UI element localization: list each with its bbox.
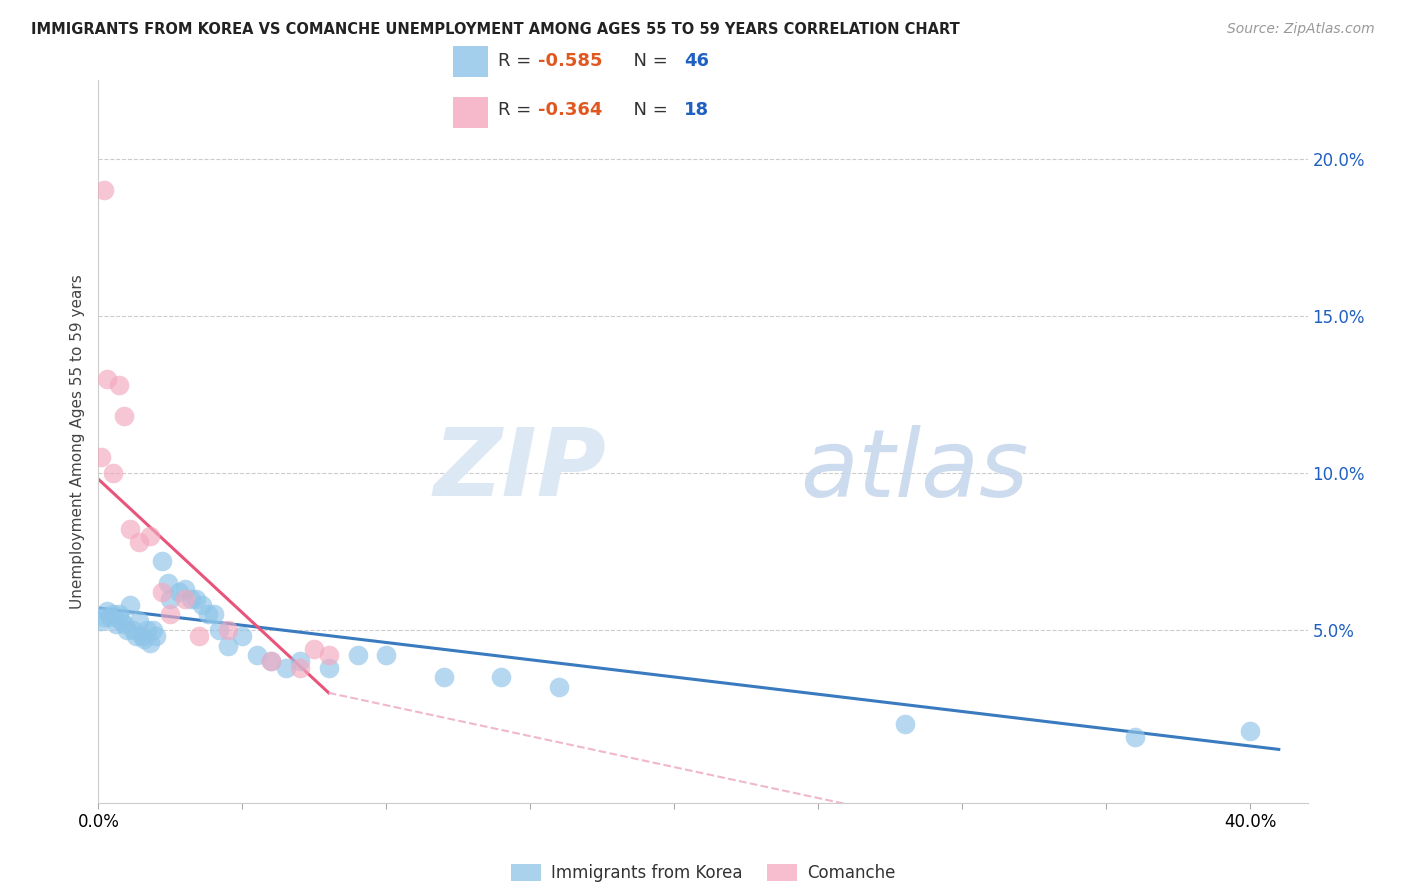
Bar (453, 45, 488, 77)
Text: ZIP: ZIP (433, 425, 606, 516)
Point (893, 717, 915, 731)
Point (188, 629, 211, 643)
Point (167, 585, 190, 599)
Point (107, 378, 129, 392)
Point (288, 655, 311, 669)
Text: 46: 46 (685, 53, 709, 70)
Point (139, 635, 162, 649)
Point (98, 610, 121, 624)
Point (150, 585, 173, 599)
Point (96, 604, 118, 618)
Text: R =: R = (498, 101, 537, 119)
Point (186, 591, 208, 606)
Point (101, 466, 124, 480)
Text: N =: N = (621, 53, 673, 70)
Point (375, 648, 398, 662)
Point (93, 183, 115, 197)
Point (104, 616, 127, 631)
Point (208, 623, 231, 637)
Text: -0.364: -0.364 (537, 101, 602, 119)
Point (90, 614, 112, 628)
Text: IMMIGRANTS FROM KOREA VS COMANCHE UNEMPLOYMENT AMONG AGES 55 TO 59 YEARS CORRELA: IMMIGRANTS FROM KOREA VS COMANCHE UNEMPL… (31, 22, 960, 37)
Point (433, 670, 456, 684)
Point (318, 648, 340, 662)
Legend: Immigrants from Korea, Comanche: Immigrants from Korea, Comanche (503, 857, 903, 888)
Bar (453, 97, 488, 128)
Point (159, 607, 181, 622)
Point (134, 632, 156, 647)
Point (202, 607, 225, 622)
Point (112, 409, 135, 424)
Point (288, 661, 311, 675)
Point (1239, 723, 1261, 738)
Text: R =: R = (498, 53, 537, 70)
Point (346, 648, 368, 662)
Point (110, 614, 132, 628)
Point (1123, 730, 1146, 744)
Point (142, 623, 165, 637)
Point (90, 450, 112, 465)
Point (120, 598, 142, 612)
Point (260, 655, 283, 669)
Point (231, 629, 253, 643)
Point (304, 641, 326, 656)
Text: Source: ZipAtlas.com: Source: ZipAtlas.com (1227, 22, 1375, 37)
Y-axis label: Unemployment Among Ages 55 to 59 years: Unemployment Among Ages 55 to 59 years (69, 274, 84, 609)
Point (107, 607, 129, 622)
Point (548, 680, 571, 694)
Point (122, 623, 145, 637)
Point (173, 582, 195, 597)
Text: N =: N = (621, 101, 673, 119)
Point (128, 535, 150, 549)
Point (150, 554, 173, 568)
Point (159, 591, 181, 606)
Point (217, 639, 239, 653)
Point (491, 670, 513, 684)
Point (112, 616, 135, 631)
Point (131, 629, 153, 643)
Point (93, 610, 115, 624)
Point (217, 623, 239, 637)
Point (128, 614, 150, 628)
Point (197, 607, 219, 622)
Point (145, 629, 167, 643)
Point (101, 607, 124, 622)
Point (136, 623, 159, 637)
Point (139, 529, 162, 543)
Point (274, 661, 297, 675)
Point (120, 523, 142, 537)
Point (260, 655, 283, 669)
Point (318, 661, 340, 675)
Point (173, 591, 195, 606)
Text: atlas: atlas (800, 425, 1028, 516)
Point (96, 372, 118, 386)
Point (191, 598, 214, 612)
Point (115, 623, 138, 637)
Text: 18: 18 (685, 101, 709, 119)
Point (246, 648, 269, 662)
Point (180, 591, 202, 606)
Point (156, 575, 179, 590)
Point (125, 629, 148, 643)
Text: -0.585: -0.585 (537, 53, 602, 70)
